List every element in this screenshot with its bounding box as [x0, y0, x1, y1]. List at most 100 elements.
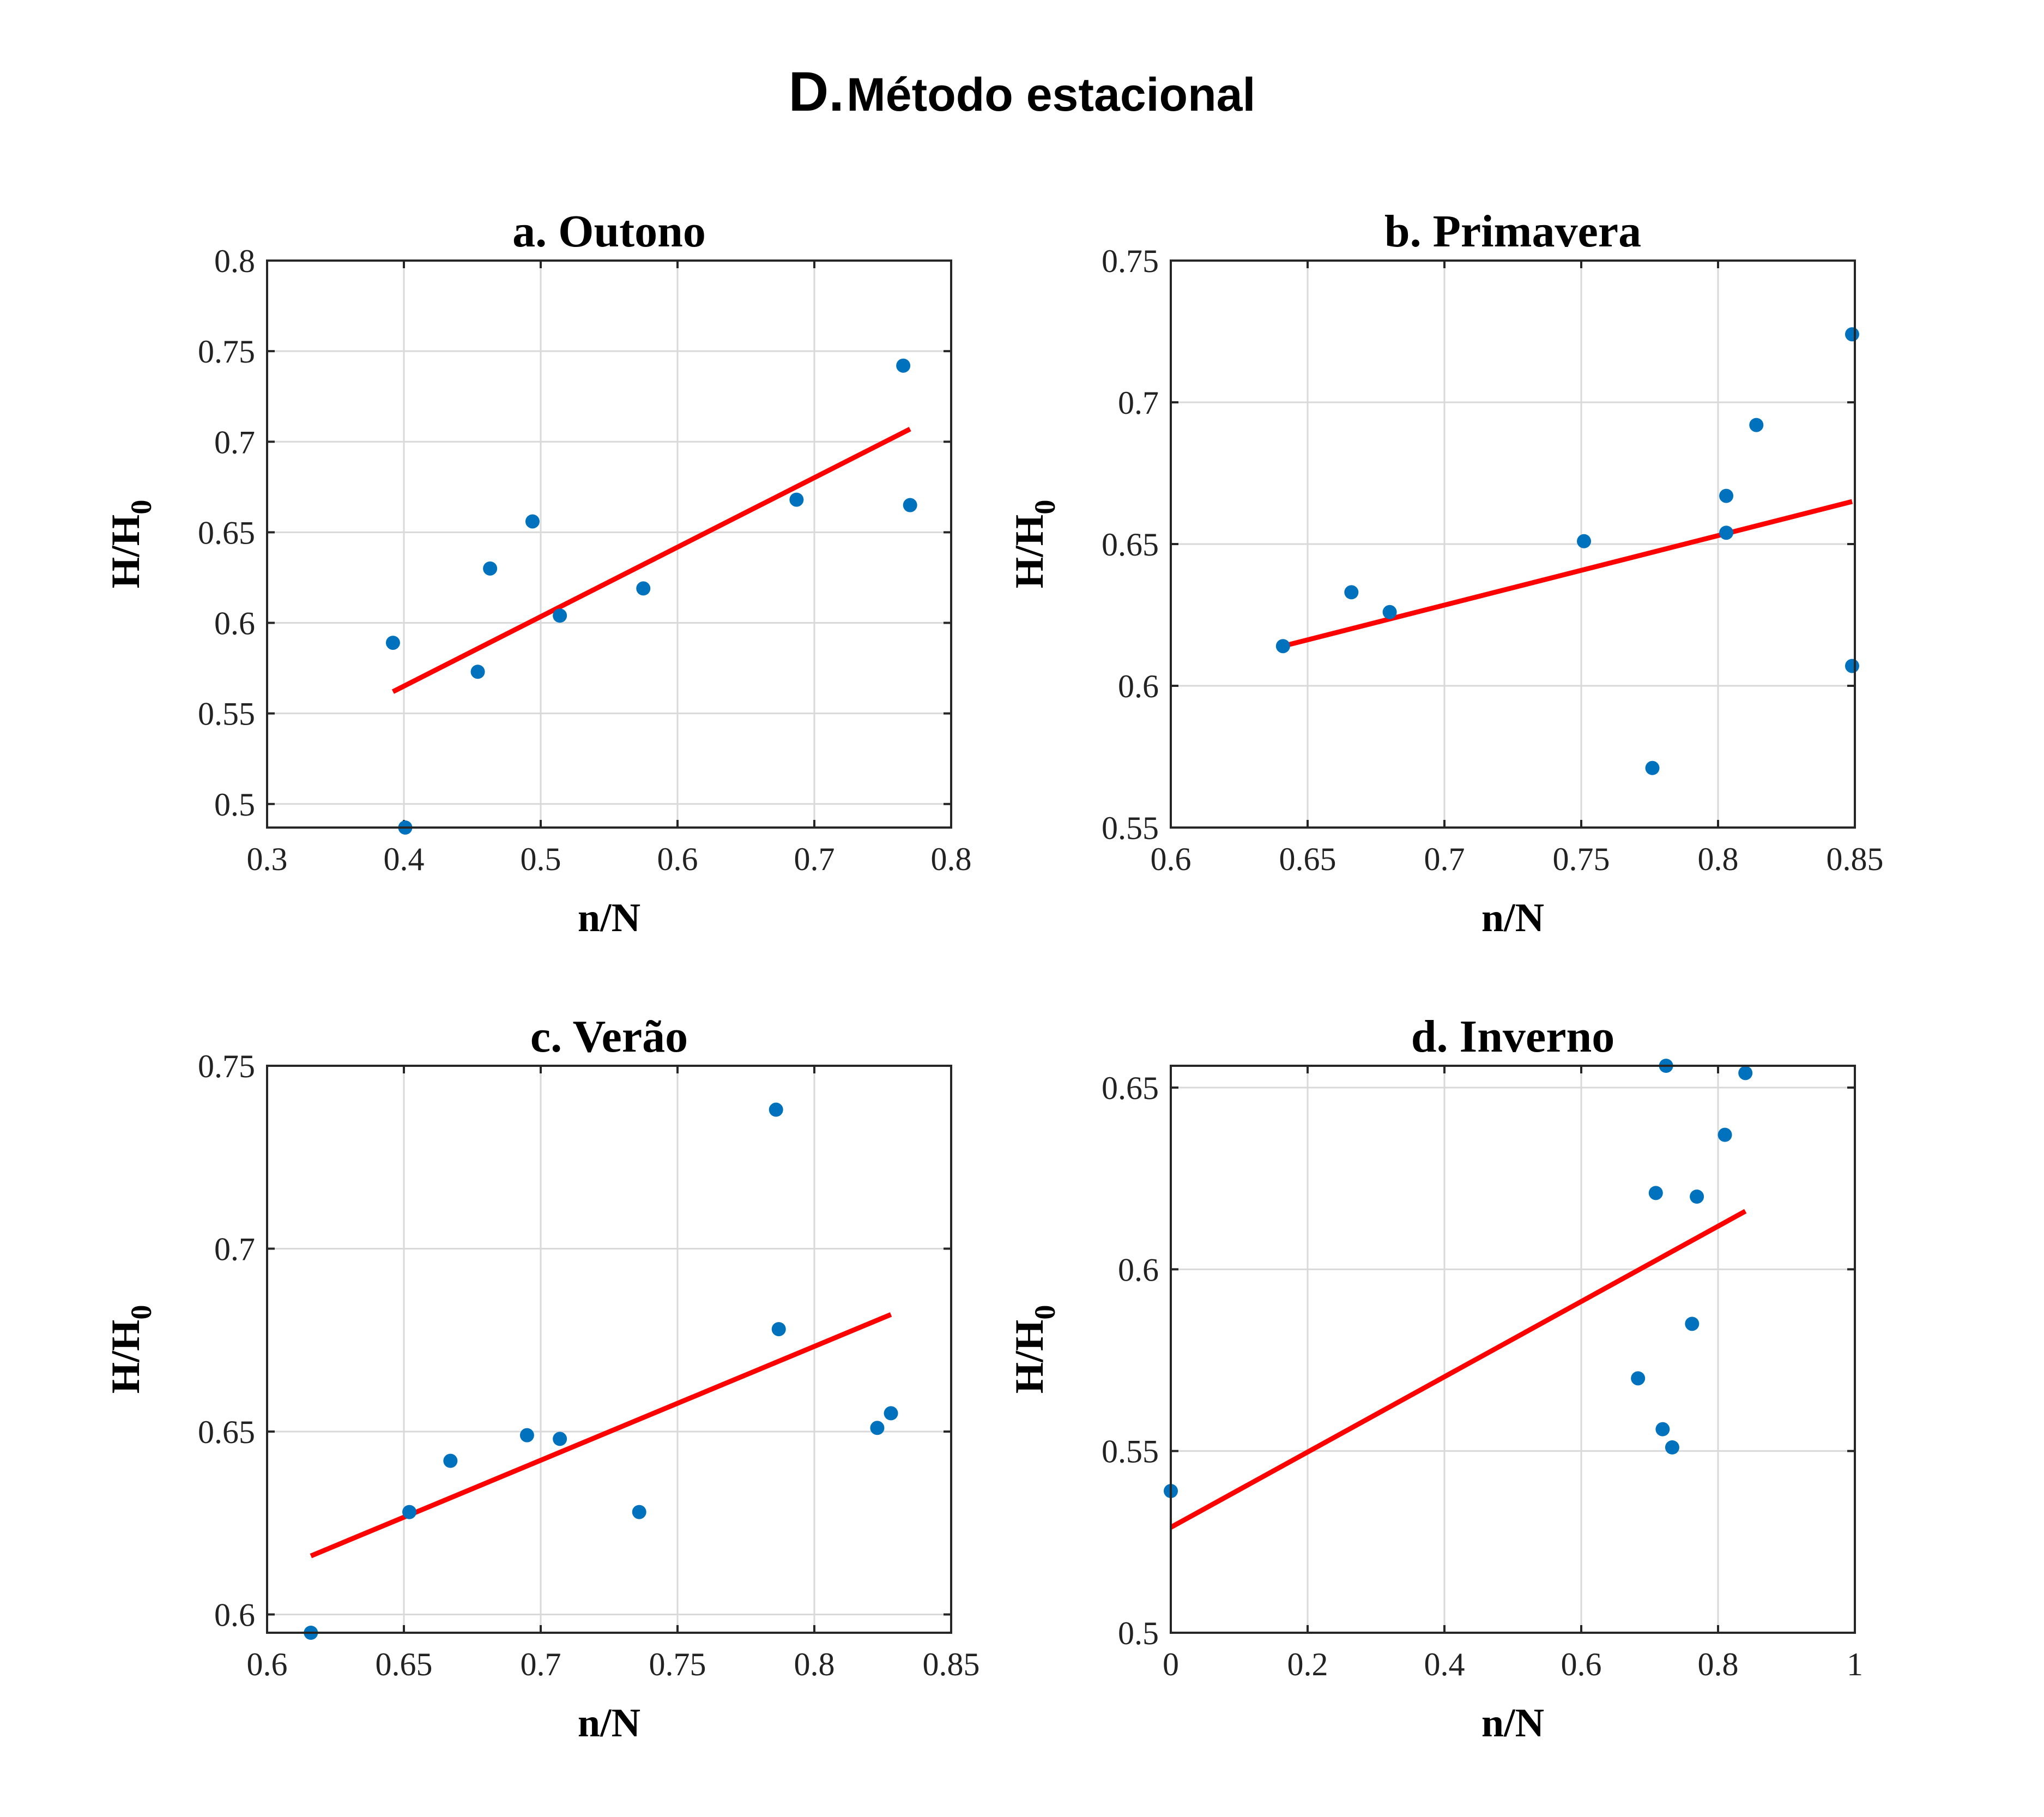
chart-2-y-tick-label: 0.55: [1102, 810, 1159, 846]
chart-2-x-axis-label: n/N: [1481, 896, 1544, 940]
chart-2-point: [1275, 639, 1290, 654]
chart-4-point: [1718, 1127, 1732, 1142]
chart-3-y-tick-label: 0.6: [214, 1597, 255, 1633]
chart-2-point: [1719, 526, 1734, 540]
chart-4-point: [1655, 1422, 1670, 1436]
chart-4-fit-line: [1169, 1209, 1747, 1530]
chart-3-title: c. Verão: [530, 1011, 688, 1062]
chart-4-x-axis-label: n/N: [1481, 1701, 1544, 1746]
chart-1-y-axis-label-main: H/H: [104, 515, 148, 589]
chart-4-title: d. Inverno: [1411, 1011, 1614, 1062]
chart-4-y-axis-label: H/H0: [1007, 1305, 1061, 1394]
chart-4-x-tick-label: 0: [1163, 1646, 1179, 1682]
chart-1-y-tick-label: 0.6: [214, 606, 255, 642]
chart-3-x-tick-label: 0.7: [521, 1646, 561, 1682]
chart-1-y-tick-label: 0.8: [214, 243, 255, 279]
chart-3-point: [632, 1505, 646, 1519]
chart-3-x-tick-label: 0.65: [376, 1646, 433, 1682]
chart-1-point: [896, 358, 911, 373]
chart-4-point: [1690, 1190, 1704, 1204]
chart-2-title: b. Primavera: [1384, 206, 1641, 257]
figure-panel-letter: D.: [788, 61, 844, 123]
chart-2-y-tick-label: 0.65: [1102, 527, 1159, 563]
chart-2-axes-frame: [1170, 259, 1856, 829]
chart-4-y-axis-label-main: H/H: [1007, 1320, 1052, 1394]
chart-1-x-tick-label: 0.6: [657, 841, 698, 877]
chart-4-y-axis-label-subscript: 0: [1029, 1305, 1061, 1320]
chart-1-point: [903, 498, 917, 512]
chart-2-point: [1577, 534, 1592, 548]
chart-3-x-tick-label: 0.75: [649, 1646, 706, 1682]
chart-3-x-tick-label: 0.6: [247, 1646, 288, 1682]
chart-1-x-axis-label: n/N: [578, 896, 640, 940]
chart-1-point: [385, 636, 400, 650]
chart-4-x-tick-label: 0.2: [1287, 1646, 1328, 1682]
chart-4-x-tick-label: 1: [1847, 1646, 1863, 1682]
chart-4-y-tick-label: 0.5: [1118, 1615, 1159, 1651]
chart-1-y-axis-label: H/H0: [104, 500, 158, 589]
chart-3-point: [553, 1432, 567, 1446]
chart-2-point: [1845, 659, 1859, 673]
chart-2-x-tick-label: 0.7: [1424, 841, 1465, 877]
chart-3-x-tick-label: 0.8: [794, 1646, 835, 1682]
chart-2-point: [1719, 488, 1734, 503]
chart-1-plot-area: [267, 261, 951, 828]
chart-3-axes-frame: [266, 1065, 952, 1634]
chart-1-x-tick-label: 0.5: [521, 841, 561, 877]
chart-3-panel: 0.6 0.65 0.7 0.75 0.8 0.85 0.6 0.65 0.7 0.75 c. Ve…: [104, 1011, 980, 1746]
chart-1-y-tick-label: 0.75: [198, 334, 255, 370]
chart-2-x-tick-label: 0.65: [1279, 841, 1337, 877]
chart-2-x-tick-label: 0.8: [1698, 841, 1739, 877]
chart-1-x-tick-label: 0.4: [384, 841, 425, 877]
chart-3-y-tick-label: 0.7: [214, 1231, 255, 1267]
chart-1-x-tick-label: 0.8: [931, 841, 972, 877]
chart-4-y-tick-label: 0.65: [1102, 1070, 1159, 1106]
chart-2-point: [1382, 605, 1397, 619]
chart-3-point: [771, 1322, 786, 1337]
chart-3-y-tick-label: 0.65: [198, 1414, 255, 1450]
chart-3-point: [769, 1102, 783, 1117]
chart-4-x-tick-label: 0.4: [1424, 1646, 1465, 1682]
figure-title: D. Método estacional: [0, 60, 2044, 124]
chart-3-plot-area: [267, 1066, 951, 1633]
chart-4-point: [1648, 1186, 1663, 1200]
chart-1-axes-frame: [266, 259, 952, 829]
chart-1-x-tick-label: 0.7: [794, 841, 835, 877]
chart-4-point: [1685, 1317, 1700, 1331]
chart-1-title: a. Outono: [512, 206, 706, 257]
chart-2-point: [1645, 760, 1660, 775]
chart-2-point: [1749, 418, 1764, 432]
chart-3-point: [870, 1421, 885, 1435]
chart-1-point: [789, 492, 804, 507]
chart-3-y-axis-label: H/H0: [104, 1305, 158, 1394]
chart-2-y-axis-label-main: H/H: [1007, 515, 1052, 589]
chart-2-x-tick-label: 0.75: [1553, 841, 1610, 877]
figure-title-text: Método estacional: [846, 69, 1256, 121]
chart-3-point: [402, 1505, 417, 1519]
chart-2-y-tick-label: 0.6: [1118, 668, 1159, 704]
chart-4-point: [1665, 1440, 1679, 1454]
chart-4-x-tick-label: 0.6: [1561, 1646, 1602, 1682]
chart-4-point: [1738, 1066, 1753, 1080]
chart-2-panel: 0.6 0.65 0.7 0.75 0.8 0.850.550.60.650.70.75b…: [1007, 206, 1884, 940]
chart-3-x-axis-label: n/N: [578, 1701, 640, 1746]
chart-1-y-tick-label: 0.5: [214, 787, 255, 823]
chart-3-point: [884, 1406, 898, 1421]
chart-3-y-axis-label-subscript: 0: [125, 1305, 158, 1320]
chart-1-x-tick-label: 0.3: [247, 841, 288, 877]
chart-2-y-tick-label: 0.75: [1102, 243, 1159, 279]
chart-2-y-axis-label-subscript: 0: [1029, 500, 1061, 515]
chart-2-x-tick-label: 0.6: [1151, 841, 1192, 877]
chart-3-point: [443, 1453, 458, 1468]
chart-4-y-tick-label: 0.55: [1102, 1434, 1159, 1470]
chart-2-y-axis-label: H/H0: [1007, 500, 1061, 589]
chart-3-point: [519, 1428, 534, 1442]
chart-1-fit-line: [391, 426, 911, 694]
chart-1-y-axis-label-subscript: 0: [125, 500, 158, 515]
chart-1-y-tick-label: 0.65: [198, 515, 255, 551]
chart-4-y-tick-label: 0.6: [1118, 1252, 1159, 1288]
chart-1-y-tick-label: 0.55: [198, 696, 255, 732]
chart-3-y-axis-label-main: H/H: [104, 1320, 148, 1394]
chart-4-x-tick-label: 0.8: [1698, 1646, 1739, 1682]
chart-4-point: [1631, 1371, 1646, 1386]
